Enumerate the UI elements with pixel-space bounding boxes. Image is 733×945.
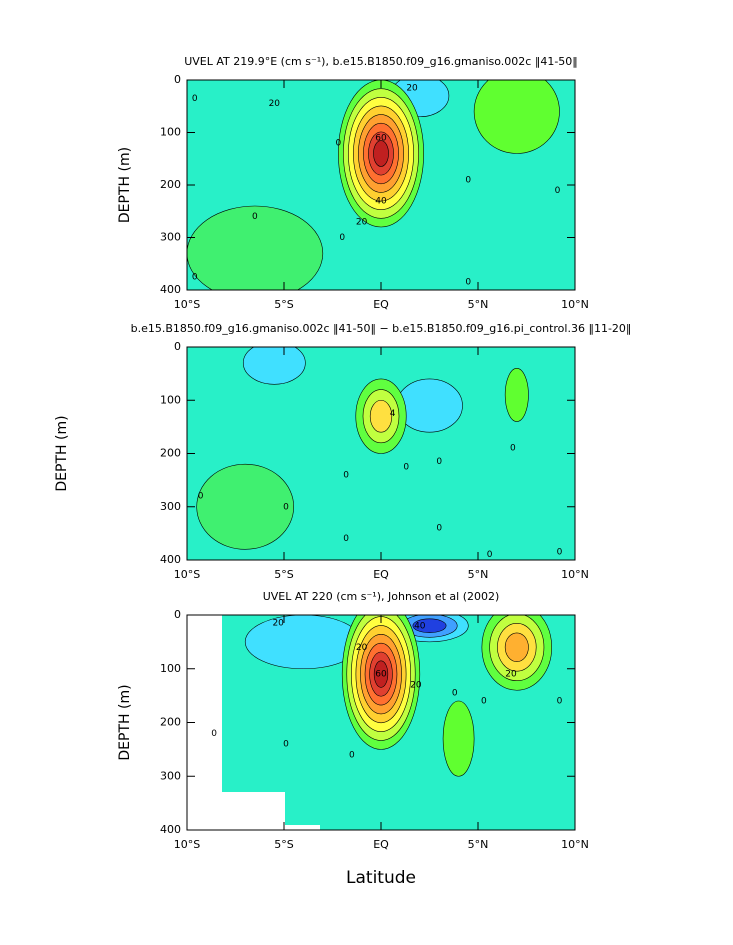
- x-tick-label: 10°N: [561, 838, 589, 851]
- contour-label: 0: [343, 470, 349, 480]
- y-tick-label: 300: [160, 500, 181, 513]
- contour-label: 0: [436, 524, 442, 534]
- plot-area: [187, 80, 575, 290]
- x-tick-label: EQ: [373, 298, 389, 311]
- contour-label: 0: [343, 534, 349, 544]
- contour-label: 0: [487, 550, 493, 560]
- x-tick-label: 5°S: [274, 298, 293, 311]
- contour-label: 20: [269, 99, 281, 109]
- contour-label: 20: [356, 643, 368, 653]
- x-tick-label: 5°S: [274, 838, 293, 851]
- contour-label: 0: [283, 502, 289, 512]
- contour-label: 0: [192, 94, 198, 104]
- contour-label: 0: [557, 548, 563, 558]
- contour-core: [396, 378, 463, 433]
- y-axis-label: DEPTH (m): [117, 684, 133, 760]
- y-tick-label: 0: [174, 608, 181, 621]
- contour-label: 60: [375, 670, 387, 680]
- contour-label: 0: [436, 457, 442, 467]
- contour-core: [442, 700, 475, 777]
- contour-core: [369, 399, 393, 433]
- y-tick-label: 200: [160, 716, 181, 729]
- y-axis-label: DEPTH (m): [54, 415, 70, 491]
- contour-label: 4: [390, 409, 396, 419]
- plot-area: [187, 347, 575, 560]
- x-tick-label: 5°N: [468, 838, 489, 851]
- contour-core: [373, 140, 389, 167]
- y-tick-label: 100: [160, 126, 181, 139]
- contour-label: 40: [414, 621, 426, 631]
- x-tick-label: 10°S: [174, 568, 200, 581]
- contour-label: 0: [452, 688, 458, 698]
- contour-label: 20: [272, 619, 284, 629]
- x-tick-label: EQ: [373, 838, 389, 851]
- contour-core: [412, 618, 447, 633]
- y-tick-label: 400: [160, 823, 181, 836]
- x-tick-label: 10°S: [174, 838, 200, 851]
- contour-label: 0: [283, 740, 289, 750]
- y-tick-label: 200: [160, 178, 181, 191]
- y-tick-label: 300: [160, 231, 181, 244]
- contour-core: [473, 80, 560, 154]
- x-tick-label: 10°N: [561, 298, 589, 311]
- contour-label: 0: [192, 272, 198, 282]
- x-tick-label: 5°N: [468, 298, 489, 311]
- contour-label: 0: [335, 139, 341, 149]
- y-tick-label: 100: [160, 662, 181, 675]
- contour-label: 0: [198, 492, 204, 502]
- contour-label: 0: [339, 233, 345, 243]
- contour-label: 60: [375, 133, 387, 143]
- panel-title: UVEL AT 220 (cm s⁻¹), Johnson et al (200…: [263, 590, 500, 603]
- contour-core: [242, 347, 306, 385]
- no-data-mask: [187, 615, 320, 830]
- y-tick-label: 100: [160, 393, 181, 406]
- contour-label: 0: [481, 697, 487, 707]
- contour-label: 0: [465, 278, 471, 288]
- y-axis-label: DEPTH (m): [117, 147, 133, 223]
- contour-label: 0: [555, 186, 561, 196]
- contour-label: 40: [375, 196, 387, 206]
- y-tick-label: 0: [174, 340, 181, 353]
- contour-label: 20: [356, 217, 368, 227]
- y-tick-label: 400: [160, 283, 181, 296]
- contour-core: [187, 205, 324, 290]
- contour-label: 0: [211, 729, 217, 739]
- contour-label: 20: [505, 670, 517, 680]
- contour-label: 0: [510, 444, 516, 454]
- x-tick-label: 10°N: [561, 568, 589, 581]
- x-tick-label: 5°S: [274, 568, 293, 581]
- contour-core: [504, 367, 529, 422]
- y-tick-label: 0: [174, 73, 181, 86]
- contour-label: 0: [403, 462, 409, 472]
- panel-title: UVEL AT 219.9°E (cm s⁻¹), b.e15.B1850.f0…: [184, 55, 578, 68]
- contour-core: [504, 632, 529, 662]
- x-axis-label: Latitude: [346, 868, 416, 888]
- y-tick-label: 400: [160, 553, 181, 566]
- y-tick-label: 300: [160, 769, 181, 782]
- contour-label: 0: [349, 750, 355, 760]
- contour-label: 0: [557, 697, 563, 707]
- contour-label: 0: [252, 212, 258, 222]
- panel-title: b.e15.B1850.f09_g16.gmaniso.002c ‖41-50‖…: [131, 322, 632, 335]
- contour-core: [196, 463, 294, 550]
- x-tick-label: EQ: [373, 568, 389, 581]
- y-tick-label: 200: [160, 447, 181, 460]
- contour-label: 0: [465, 175, 471, 185]
- x-tick-label: 10°S: [174, 298, 200, 311]
- contour-label: 20: [410, 680, 422, 690]
- contour-core: [373, 660, 389, 688]
- x-tick-label: 5°N: [468, 568, 489, 581]
- contour-label: 20: [406, 83, 418, 93]
